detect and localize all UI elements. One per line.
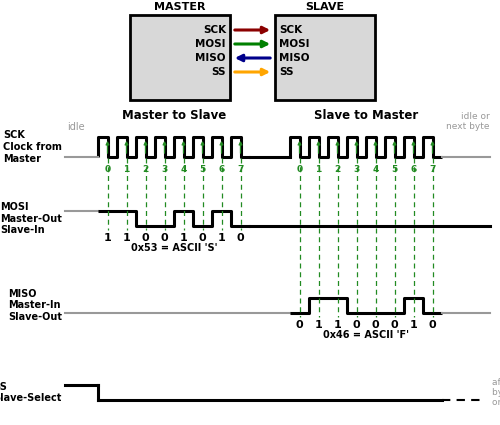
Text: Slave to Master: Slave to Master [314,109,418,122]
Text: 1: 1 [122,233,130,243]
Text: SS: SS [212,67,226,77]
Text: 0: 0 [372,320,380,330]
Text: 7: 7 [238,165,244,174]
Text: 0: 0 [236,233,244,243]
Text: SS: SS [279,67,293,77]
Text: 0: 0 [142,233,150,243]
Text: MOSI: MOSI [279,39,310,49]
Text: idle or
next byte: idle or next byte [446,112,490,131]
Text: SLAVE: SLAVE [306,2,344,12]
Text: 1: 1 [316,165,322,174]
Text: idle: idle [67,122,84,132]
Text: 1: 1 [314,320,322,330]
Text: MISO: MISO [196,53,226,63]
Text: 3: 3 [354,165,360,174]
Text: 1: 1 [218,233,226,243]
Text: 1: 1 [104,233,112,243]
Text: 0: 0 [104,165,110,174]
Text: SCK: SCK [279,25,302,35]
Text: 3: 3 [162,165,168,174]
Text: MISO
Master-In
Slave-Out: MISO Master-In Slave-Out [8,289,62,322]
Bar [130,15,230,100]
Text: 0: 0 [390,320,398,330]
Text: after last
byte sent
or received: after last byte sent or received [492,377,500,408]
Text: 1: 1 [410,320,418,330]
Text: 0x46 = ASCII 'F': 0x46 = ASCII 'F' [323,330,409,340]
Text: 0: 0 [160,233,168,243]
Text: SCK
Clock from
Master: SCK Clock from Master [3,130,62,164]
Text: Master to Slave: Master to Slave [122,109,226,122]
Text: 6: 6 [410,165,416,174]
Bar [275,15,375,100]
Text: 4: 4 [372,165,378,174]
Text: 1: 1 [180,233,188,243]
Text: 0x53 = ASCII 'S': 0x53 = ASCII 'S' [131,243,217,253]
Text: 5: 5 [392,165,398,174]
Text: MOSI
Master-Out
Slave-In: MOSI Master-Out Slave-In [0,202,62,235]
Text: 4: 4 [180,165,186,174]
Text: 6: 6 [218,165,224,174]
Text: 0: 0 [352,320,360,330]
Text: 0: 0 [198,233,206,243]
Text: 0: 0 [296,165,302,174]
Text: SCK: SCK [203,25,226,35]
Text: 1: 1 [334,320,342,330]
Text: 2: 2 [334,165,340,174]
Text: MISO: MISO [279,53,310,63]
Text: SS
Slave-Select: SS Slave-Select [0,382,62,403]
Text: 1: 1 [124,165,130,174]
Text: MOSI: MOSI [196,39,226,49]
Text: 2: 2 [142,165,148,174]
Text: 0: 0 [428,320,436,330]
Text: 7: 7 [430,165,436,174]
Text: 0: 0 [296,320,304,330]
Text: 5: 5 [200,165,205,174]
Text: MASTER: MASTER [154,2,206,12]
